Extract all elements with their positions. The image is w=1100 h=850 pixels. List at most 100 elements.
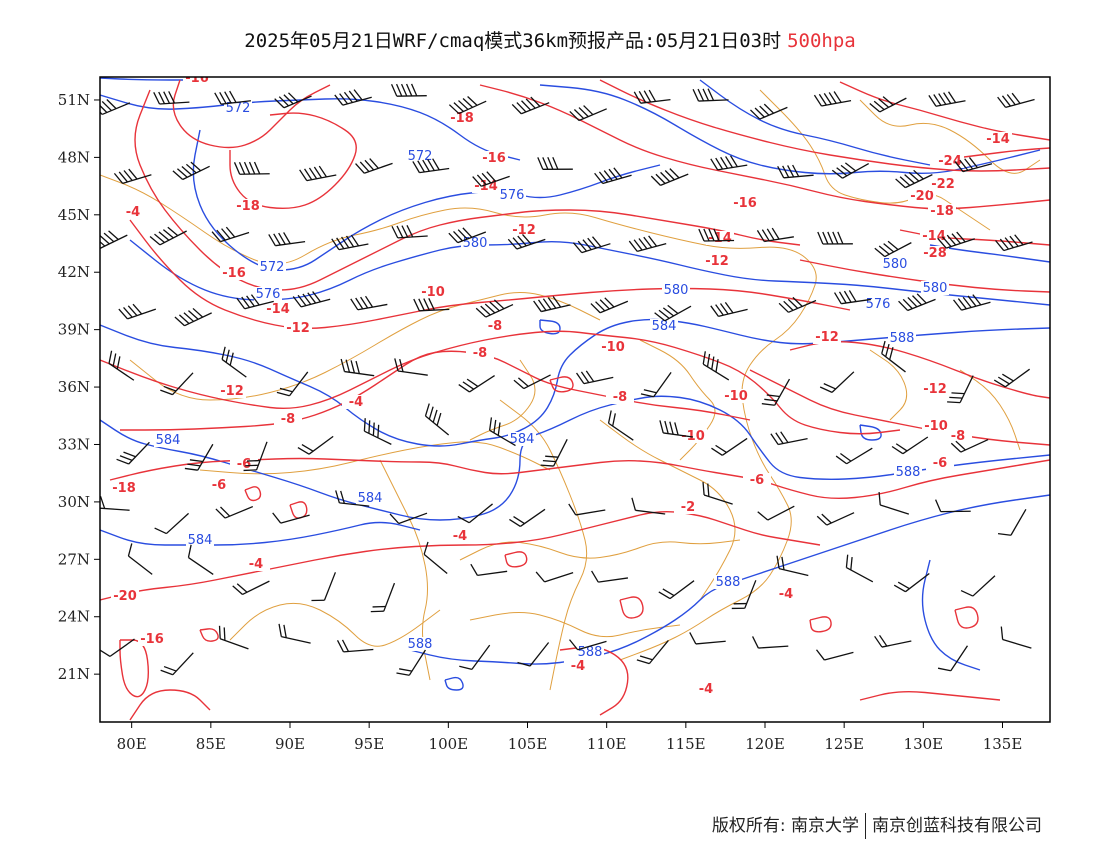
wind-barb — [575, 370, 614, 385]
temperature-contour-label: -8 — [473, 346, 487, 361]
wind-barb — [819, 371, 855, 393]
temp-label-bg — [138, 632, 166, 646]
wind-barb-shaft — [759, 106, 788, 120]
wind-barb-flag — [967, 295, 977, 307]
wind-barb-flag — [458, 100, 469, 110]
wind-barb-flag — [432, 158, 440, 171]
temperature-contour — [229, 112, 357, 210]
wind-barb-shaft — [824, 651, 854, 661]
temperature-closed-contour — [549, 376, 574, 393]
wind-barb — [835, 447, 873, 465]
wind-barb-flag — [818, 93, 827, 106]
wind-barb-flag — [353, 89, 363, 101]
wind-barb-flag — [577, 240, 588, 252]
wind-barb-flag — [453, 230, 463, 242]
wind-barb-flag — [158, 91, 166, 104]
wind-barb-flag — [245, 464, 259, 467]
wind-barb-flag — [276, 391, 290, 397]
wind-barb — [953, 294, 991, 311]
wind-barb — [756, 227, 794, 243]
height-label-bg — [662, 283, 690, 297]
wind-barb-flag — [766, 228, 775, 241]
lat-tick-label: 33N — [58, 435, 90, 453]
height-contour-label: 580 — [923, 281, 948, 296]
temperature-contour-label: -10 — [421, 285, 445, 300]
wind-barb — [172, 161, 210, 181]
temperature-contour-label: -8 — [951, 429, 965, 444]
temp-label-bg — [928, 204, 956, 218]
temperature-contour-label: -6 — [933, 456, 947, 471]
wind-barb-flag — [488, 417, 493, 431]
wind-barb-flag — [719, 303, 729, 315]
wind-barb-flag — [827, 231, 834, 245]
wind-barb — [689, 632, 726, 645]
wind-barb-flag — [476, 174, 487, 186]
title-main: 2025年05月21日WRF/cmaq模式36km预报产品:05月21日03时 — [244, 30, 782, 52]
wind-barb — [898, 293, 936, 312]
wind-barb-flag — [715, 157, 724, 170]
wind-barb-flag — [241, 296, 251, 308]
wind-barb-flag — [707, 483, 710, 497]
wind-barb — [218, 625, 249, 650]
wind-barb-flag — [364, 159, 375, 171]
wind-barb-flag — [512, 237, 523, 248]
wind-barb-flag — [999, 238, 1010, 250]
wind-barb-flag — [248, 161, 256, 175]
temp-label-bg — [510, 223, 538, 237]
wind-barb-flag — [878, 245, 890, 255]
wind-barb-flag — [757, 511, 769, 521]
height-label-bg — [186, 533, 214, 547]
wind-barb-shaft — [242, 580, 270, 596]
wind-barb-shaft — [485, 303, 514, 318]
wind-barb-flag — [937, 667, 951, 672]
wind-barb — [702, 481, 733, 505]
wind-barb-flag — [537, 299, 547, 311]
lon-tick-label: 110E — [587, 735, 627, 753]
wind-barb-flag — [118, 171, 128, 183]
wind-barb-flag — [822, 231, 829, 245]
temp-label-bg — [481, 319, 509, 333]
wind-barb-flag — [552, 157, 559, 170]
wind-barb-shaft — [128, 555, 153, 575]
wind-barb-flag — [603, 170, 613, 182]
wind-barb-flag — [545, 455, 559, 458]
wind-barb-flag — [355, 163, 365, 174]
wind-barb-shaft — [172, 652, 194, 676]
wind-barb — [659, 420, 694, 438]
wind-barb — [815, 649, 854, 661]
wind-barb-flag — [149, 235, 161, 246]
wind-barb — [568, 503, 606, 516]
wind-barb-flag — [457, 515, 470, 524]
wind-barb-flag — [458, 384, 470, 393]
wind-barb-flag — [941, 236, 952, 248]
wind-barb — [881, 340, 906, 373]
lat-tick-label: 39N — [58, 321, 90, 339]
wind-barb-flag — [669, 421, 674, 435]
wind-barb-flag — [823, 383, 836, 390]
wind-barb — [108, 350, 135, 381]
wind-barb-shaft — [408, 649, 426, 676]
height-contour — [539, 84, 1041, 175]
lat-tick-label: 27N — [58, 550, 90, 568]
wind-barb-flag — [167, 226, 179, 237]
wind-barb-shaft — [1003, 241, 1033, 252]
wind-barb-flag — [628, 240, 638, 252]
wind-barb-flag — [246, 295, 255, 307]
wind-barb-flag — [891, 445, 904, 455]
wind-barb-flag — [453, 102, 464, 112]
wind-barb-flag — [763, 103, 775, 114]
wind-barb — [292, 291, 331, 308]
wind-barb-flag — [176, 168, 188, 178]
wind-barb-flag — [643, 90, 652, 103]
wind-barb — [299, 165, 337, 182]
wind-barb-shaft — [962, 163, 993, 173]
province-boundary — [379, 459, 431, 681]
wind-barb-flag — [225, 349, 230, 363]
province-boundary — [229, 602, 441, 647]
wind-barb-flag — [422, 159, 430, 172]
wind-barb-flag — [472, 176, 482, 187]
temperature-contour-label: -8 — [281, 412, 295, 427]
wind-barb-shaft — [961, 301, 991, 311]
wind-barb-flag — [369, 158, 379, 169]
wind-barb-shaft — [846, 567, 874, 583]
